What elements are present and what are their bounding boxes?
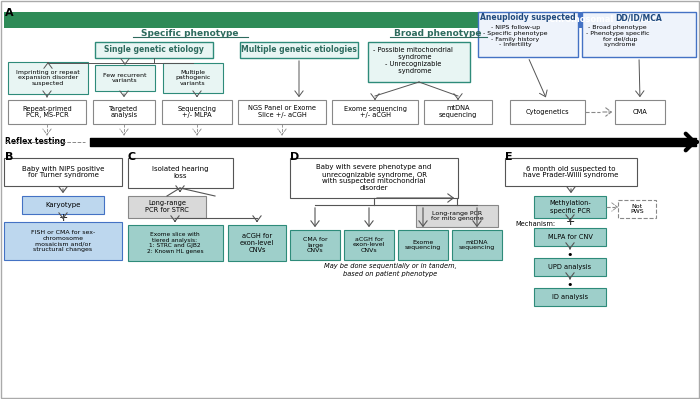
- Text: Aneuploidy suspected: Aneuploidy suspected: [480, 14, 576, 22]
- FancyBboxPatch shape: [478, 12, 578, 57]
- Text: Baby with severe phenotype and
unrecognizable syndrome, OR
with suspected mitoch: Baby with severe phenotype and unrecogni…: [316, 164, 432, 192]
- Text: Karyotype: Karyotype: [46, 202, 80, 208]
- FancyBboxPatch shape: [128, 196, 206, 218]
- FancyBboxPatch shape: [505, 158, 637, 186]
- Text: Genome-wide: Genome-wide: [531, 138, 589, 146]
- FancyBboxPatch shape: [332, 100, 418, 124]
- FancyBboxPatch shape: [344, 230, 394, 260]
- Text: UPD analysis: UPD analysis: [548, 264, 592, 270]
- FancyBboxPatch shape: [534, 288, 606, 306]
- Text: +: +: [58, 213, 68, 223]
- Text: Long-range
PCR for STRC: Long-range PCR for STRC: [145, 201, 189, 213]
- Text: Methylation-
specific PCR: Methylation- specific PCR: [549, 201, 591, 213]
- FancyBboxPatch shape: [618, 200, 656, 218]
- Text: Sequencing
+/- MLPA: Sequencing +/- MLPA: [178, 105, 216, 119]
- Text: Multiple
pathogenic
variants: Multiple pathogenic variants: [175, 70, 211, 86]
- Text: ID analysis: ID analysis: [552, 294, 588, 300]
- Text: Locus-specifc: Locus-specifc: [201, 138, 259, 146]
- FancyBboxPatch shape: [534, 228, 606, 246]
- Text: Multiple genetic etiologies: Multiple genetic etiologies: [241, 45, 357, 55]
- Text: CMA: CMA: [633, 109, 648, 115]
- Text: Broad phenotype: Broad phenotype: [394, 30, 482, 38]
- Text: May be done sequentially or in tandem,
based on patient phenotype: May be done sequentially or in tandem, b…: [323, 263, 456, 277]
- FancyBboxPatch shape: [128, 158, 233, 188]
- FancyBboxPatch shape: [8, 62, 88, 94]
- Text: Baby with NIPS positive
for Turner syndrome: Baby with NIPS positive for Turner syndr…: [22, 166, 104, 178]
- Text: - Possible mitochondrial
  syndrome
- Unrecognizable
  syndrome: - Possible mitochondrial syndrome - Unre…: [373, 47, 453, 74]
- Text: Not
PWS: Not PWS: [630, 203, 644, 214]
- Text: FISH or CMA for sex-
chromosome
mosaicism and/or
structural changes: FISH or CMA for sex- chromosome mosaicis…: [31, 230, 95, 252]
- Text: Chromosomal disorders: Chromosomal disorders: [549, 16, 661, 24]
- FancyBboxPatch shape: [368, 42, 470, 82]
- Text: Isolated hearing
loss: Isolated hearing loss: [152, 166, 209, 180]
- FancyBboxPatch shape: [582, 12, 696, 57]
- FancyBboxPatch shape: [452, 230, 502, 260]
- Text: Repeat-primed
PCR, MS-PCR: Repeat-primed PCR, MS-PCR: [22, 105, 72, 119]
- FancyBboxPatch shape: [95, 65, 155, 91]
- FancyBboxPatch shape: [424, 100, 492, 124]
- FancyBboxPatch shape: [4, 12, 696, 187]
- FancyBboxPatch shape: [534, 196, 606, 218]
- Text: Few recurrent
variants: Few recurrent variants: [104, 73, 147, 83]
- Text: E: E: [505, 152, 512, 162]
- Text: Exome
sequencing: Exome sequencing: [405, 240, 441, 251]
- FancyBboxPatch shape: [4, 222, 122, 260]
- FancyBboxPatch shape: [8, 100, 86, 124]
- Text: 6 month old suspected to
have Prader-Willi syndrome: 6 month old suspected to have Prader-Wil…: [524, 166, 619, 178]
- FancyBboxPatch shape: [510, 100, 585, 124]
- Text: D: D: [290, 152, 300, 162]
- Text: Imprinting or repeat
expansion disorder
suspected: Imprinting or repeat expansion disorder …: [16, 70, 80, 86]
- FancyBboxPatch shape: [615, 100, 665, 124]
- Text: Single genetic etiology: Single genetic etiology: [104, 45, 204, 55]
- FancyBboxPatch shape: [240, 42, 358, 58]
- Text: mtDNA
sequencing: mtDNA sequencing: [439, 105, 477, 119]
- Text: Long-range PCR
for mito genome: Long-range PCR for mito genome: [430, 211, 483, 221]
- Text: Exome slice with
tiered analysis:
1: STRC and GJB2
2: Known HL genes: Exome slice with tiered analysis: 1: STR…: [147, 232, 203, 254]
- FancyBboxPatch shape: [290, 158, 458, 198]
- Text: NGS Panel or Exome
Slice +/- aCGH: NGS Panel or Exome Slice +/- aCGH: [248, 105, 316, 119]
- Text: aCGH for
exon-level
CNVs: aCGH for exon-level CNVs: [353, 237, 385, 253]
- Text: Targeted
analysis: Targeted analysis: [109, 105, 139, 119]
- Text: MLPA for CNV: MLPA for CNV: [547, 234, 592, 240]
- Text: Reflex testing: Reflex testing: [5, 138, 66, 146]
- Text: +: +: [566, 217, 575, 227]
- FancyBboxPatch shape: [163, 63, 223, 93]
- FancyBboxPatch shape: [398, 230, 448, 260]
- Text: Exome sequencing
+/- aCGH: Exome sequencing +/- aCGH: [344, 105, 407, 119]
- Text: - Broad phenotype
- Phenotype specific
  for del/dup
  syndrome: - Broad phenotype - Phenotype specific f…: [586, 25, 650, 47]
- FancyBboxPatch shape: [514, 12, 696, 28]
- FancyBboxPatch shape: [4, 12, 514, 28]
- FancyBboxPatch shape: [534, 258, 606, 276]
- Text: B: B: [5, 152, 13, 162]
- Text: - NIPS follow-up
- Specific phenotype
- Family history
- Infertility: - NIPS follow-up - Specific phenotype - …: [483, 25, 547, 47]
- Text: Mechanism:: Mechanism:: [515, 221, 555, 227]
- FancyBboxPatch shape: [228, 225, 286, 261]
- Text: mtDNA
sequencing: mtDNA sequencing: [459, 240, 495, 251]
- Text: CMA for
large
CNVs: CMA for large CNVs: [302, 237, 328, 253]
- Text: Specific phenotype: Specific phenotype: [141, 30, 239, 38]
- FancyBboxPatch shape: [238, 100, 326, 124]
- FancyBboxPatch shape: [416, 205, 498, 227]
- FancyBboxPatch shape: [4, 158, 122, 186]
- FancyBboxPatch shape: [162, 100, 232, 124]
- FancyBboxPatch shape: [22, 196, 104, 214]
- Text: •: •: [567, 280, 573, 290]
- FancyBboxPatch shape: [290, 230, 340, 260]
- FancyBboxPatch shape: [128, 225, 223, 261]
- Text: C: C: [128, 152, 136, 162]
- Text: aCGH for
exon-level
CNVs: aCGH for exon-level CNVs: [240, 233, 274, 253]
- Text: Cytogenetics: Cytogenetics: [525, 109, 569, 115]
- Text: DD/ID/MCA: DD/ID/MCA: [615, 14, 662, 22]
- FancyBboxPatch shape: [93, 100, 155, 124]
- FancyBboxPatch shape: [95, 42, 213, 58]
- Text: •: •: [567, 250, 573, 260]
- Text: A: A: [5, 8, 13, 18]
